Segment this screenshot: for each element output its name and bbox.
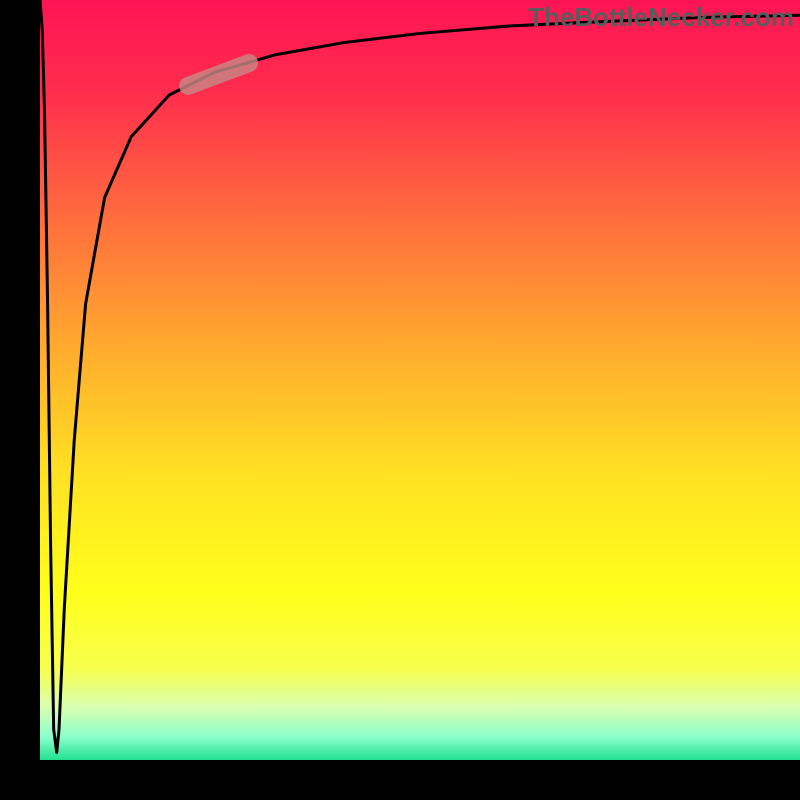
highlight-marker bbox=[188, 63, 249, 86]
watermark-text: TheBottleNecker.com bbox=[528, 2, 794, 33]
chart-container: TheBottleNecker.com bbox=[0, 0, 800, 800]
plot-area bbox=[40, 0, 800, 760]
performance-curve bbox=[40, 0, 800, 752]
curve-layer bbox=[40, 0, 800, 760]
